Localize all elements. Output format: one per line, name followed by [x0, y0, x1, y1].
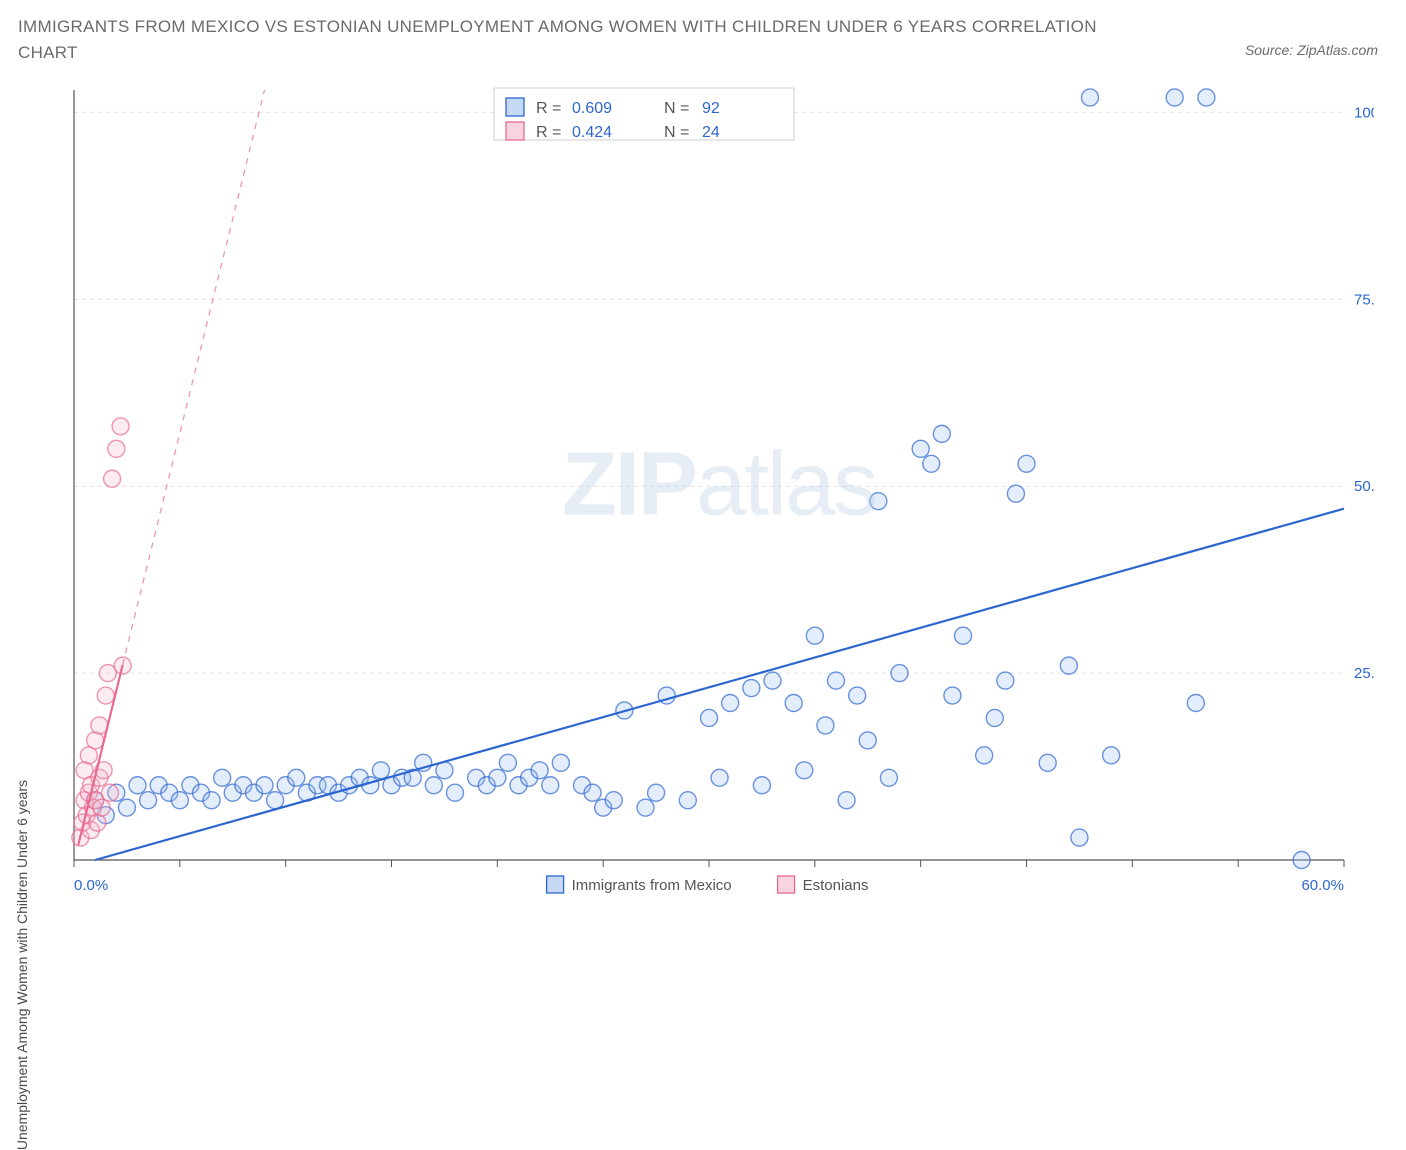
svg-text:24: 24: [702, 124, 720, 141]
chart-title: IMMIGRANTS FROM MEXICO VS ESTONIAN UNEMP…: [18, 14, 1118, 65]
svg-text:0.609: 0.609: [572, 100, 612, 117]
svg-text:N =: N =: [664, 124, 689, 141]
chart-svg: 25.0% 50.0% 75.0% 100.0% 0.0% 60.0% R = 0.609 N …: [64, 80, 1374, 900]
svg-text:50.0%: 50.0%: [1354, 478, 1374, 495]
svg-text:0.424: 0.424: [572, 124, 612, 141]
svg-text:Estonians: Estonians: [803, 877, 869, 894]
svg-text:100.0%: 100.0%: [1354, 104, 1374, 121]
svg-text:Immigrants from Mexico: Immigrants from Mexico: [572, 877, 732, 894]
svg-text:R =: R =: [536, 124, 561, 141]
svg-text:60.0%: 60.0%: [1301, 877, 1344, 894]
scatter-chart: ZIPatlas 25.0%50.0%75.0%100.0%0.0%60.0%R…: [64, 80, 1374, 900]
svg-text:75.0%: 75.0%: [1354, 291, 1374, 308]
svg-text:25.0%: 25.0%: [1354, 665, 1374, 682]
svg-text:92: 92: [702, 100, 720, 117]
y-axis-label: Unemployment Among Women with Children U…: [14, 780, 30, 1150]
svg-text:0.0%: 0.0%: [74, 877, 108, 894]
svg-text:R =: R =: [536, 100, 561, 117]
source-attribution: Source: ZipAtlas.com: [1245, 42, 1378, 58]
svg-text:N =: N =: [664, 100, 689, 117]
